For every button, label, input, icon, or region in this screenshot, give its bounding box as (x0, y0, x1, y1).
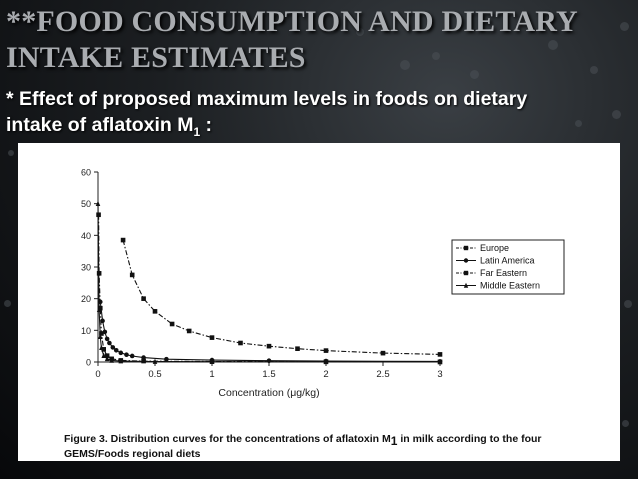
legend-label-latin-america: Latin America (480, 256, 535, 266)
data-point-europe (380, 350, 386, 356)
data-point-far-eastern (104, 353, 110, 358)
data-point-far-eastern (99, 331, 104, 336)
data-point-latin-america (107, 340, 112, 346)
figure-caption: Figure 3. Distribution curves for the co… (64, 433, 584, 461)
data-point-latin-america (104, 336, 110, 342)
series-line-far-eastern (98, 214, 441, 363)
data-point-middle-eastern (99, 344, 104, 351)
y-tick-label: 60 (81, 168, 91, 178)
x-tick-label: 1 (209, 369, 214, 380)
data-point-europe (152, 309, 158, 314)
series-line-europe (122, 239, 441, 355)
figure-panel: 0 10 20 30 40 50 60 0 0.5 1 1.5 2 2.5 3 Concentration … (18, 143, 620, 461)
data-point-europe (266, 343, 272, 349)
data-point-middle-eastern (437, 359, 443, 365)
data-point-latin-america (124, 352, 129, 358)
legend-label-europe: Europe (480, 243, 509, 253)
x-tick-label: 2.5 (376, 369, 389, 380)
subtitle-end: : (200, 114, 213, 136)
y-tick-label: 10 (81, 326, 91, 336)
y-tick-label: 0 (86, 358, 91, 368)
data-point-middle-eastern (152, 358, 158, 364)
data-point-europe (295, 346, 300, 351)
caption-end: in milk according to the four GEMS/Foods… (64, 433, 542, 461)
distribution-chart: 0 10 20 30 40 50 60 0 0.5 1 1.5 2 2.5 3 Concentration … (81, 168, 565, 399)
data-point-latin-america (118, 350, 124, 356)
data-point-middle-eastern (109, 357, 114, 363)
y-tick-label: 50 (81, 199, 91, 209)
data-point-latin-america (129, 353, 135, 359)
data-point-middle-eastern (209, 358, 215, 364)
data-point-europe (120, 237, 126, 243)
x-tick-label: 0 (95, 369, 100, 380)
data-point-europe (129, 272, 135, 278)
legend-label-middle-eastern: Middle Eastern (480, 281, 540, 291)
x-tick-label: 3 (437, 369, 442, 380)
data-point-latin-america (266, 358, 272, 364)
y-tick-label: 40 (81, 231, 91, 241)
legend-label-far-eastern: Far Eastern (480, 268, 527, 278)
legend-marker-far-eastern (463, 270, 469, 276)
caption-text: Figure 3. Distribution curves for the co… (64, 433, 391, 445)
data-point-middle-eastern (95, 200, 101, 206)
data-point-europe (238, 340, 243, 346)
data-point-europe (209, 335, 215, 340)
data-point-far-eastern (97, 305, 103, 311)
x-tick-label: 0.5 (148, 369, 161, 380)
data-point-europe (437, 352, 443, 357)
series-line-latin-america (99, 301, 441, 362)
data-point-middle-eastern (104, 355, 110, 362)
data-point-europe (169, 321, 175, 327)
data-point-middle-eastern (323, 358, 329, 365)
series-line-middle-eastern (97, 203, 441, 363)
x-tick-label: 1.5 (262, 369, 275, 380)
subtitle-text: * Effect of proposed maximum levels in f… (6, 88, 528, 136)
slide-subtitle: * Effect of proposed maximum levels in f… (6, 86, 566, 145)
data-point-latin-america (141, 355, 146, 360)
caption-subscript: 1 (390, 434, 398, 449)
legend-marker-europe (463, 245, 469, 251)
y-tick-label: 30 (81, 263, 91, 273)
subtitle-subscript: 1 (193, 124, 201, 139)
legend-marker-middle-eastern (463, 282, 469, 288)
data-point-middle-eastern (97, 333, 103, 339)
data-point-middle-eastern (101, 352, 106, 358)
x-tick-label: 2 (323, 369, 328, 380)
data-point-europe (186, 328, 192, 334)
data-point-latin-america (113, 347, 119, 353)
y-tick-label: 20 (81, 294, 91, 304)
data-point-latin-america (164, 356, 169, 362)
slide-title: **FOOD CONSUMPTION AND DIETARY INTAKE ES… (6, 5, 577, 74)
data-point-far-eastern (101, 347, 106, 352)
legend-marker-latin-america (463, 258, 469, 263)
data-point-europe (141, 296, 146, 301)
data-point-europe (323, 348, 329, 353)
data-point-middle-eastern (96, 306, 102, 313)
data-point-latin-america (110, 345, 116, 350)
x-axis-label: Concentration (μg/kg) (218, 387, 319, 399)
data-point-middle-eastern (118, 358, 124, 364)
